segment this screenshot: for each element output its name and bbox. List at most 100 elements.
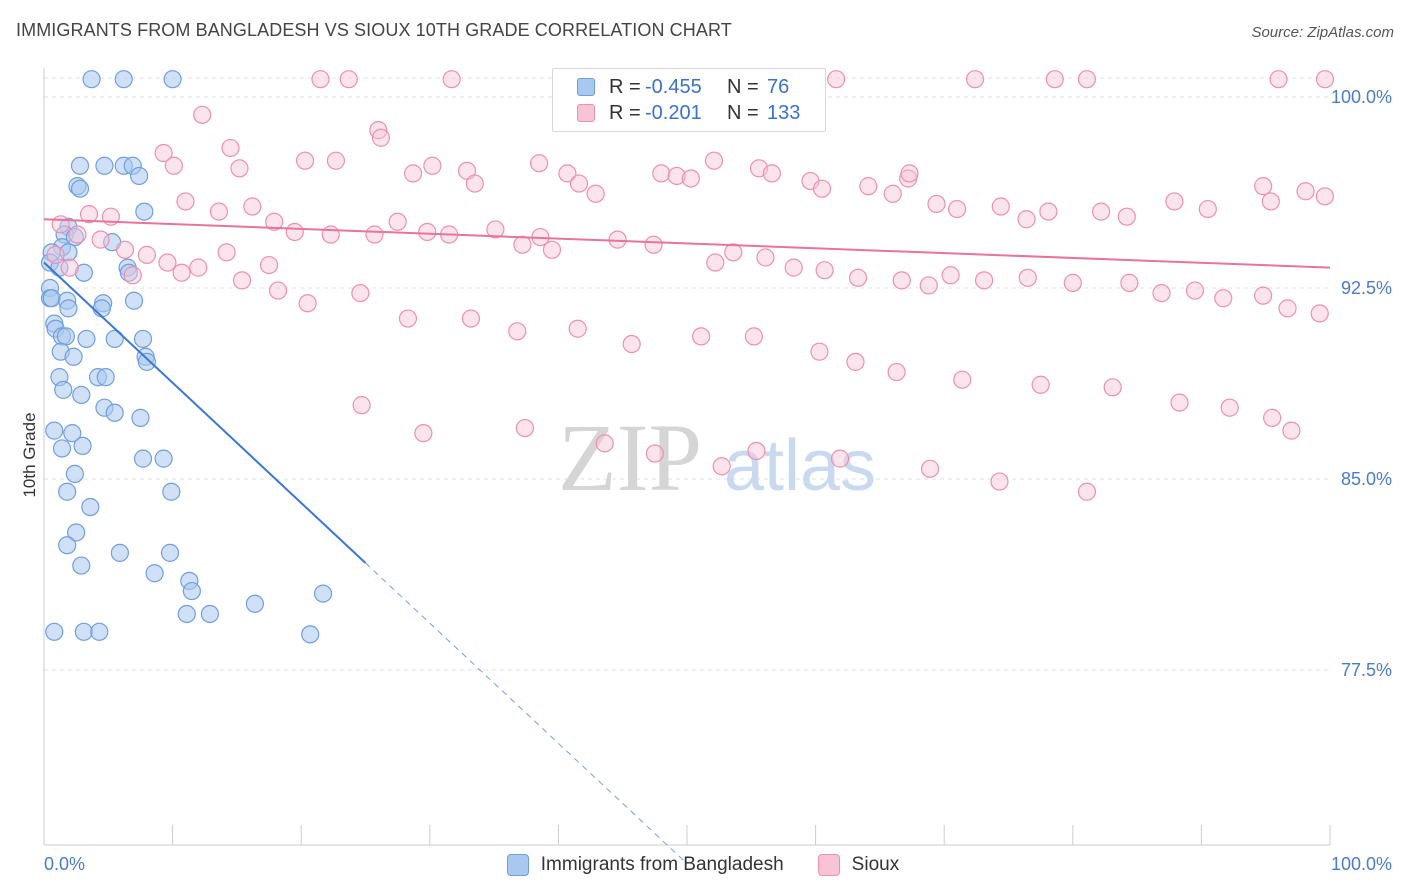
x-tick-label-min: 0.0% (44, 854, 85, 874)
sioux-point (947, 199, 967, 219)
bangladesh-point (92, 299, 111, 318)
sioux-point (285, 222, 304, 242)
correlation-legend: R = -0.455 N = 76 R = -0.201 N = 133 (552, 68, 826, 132)
sioux-point (941, 266, 960, 285)
bangladesh-point (59, 299, 78, 318)
sioux-point (1198, 199, 1217, 219)
sioux-point (365, 225, 384, 244)
sioux-point (900, 164, 919, 183)
sioux-point (990, 472, 1009, 491)
bangladesh-point (135, 202, 154, 221)
bangladesh-point (74, 622, 93, 641)
sioux-point (268, 281, 288, 300)
sioux-trend-line (43, 218, 1331, 269)
sioux-point (209, 202, 228, 221)
y-tick-label: 92.5% (1341, 278, 1392, 298)
y-tick-label: 85.0% (1341, 469, 1392, 489)
sioux-point (164, 156, 183, 175)
legend-r-label: R = (609, 75, 641, 98)
sioux-point (859, 177, 878, 196)
bangladesh-point (114, 70, 133, 89)
series-legend: Immigrants from Bangladesh Sioux (0, 852, 1406, 878)
sioux-point (724, 243, 743, 262)
sioux-point (154, 143, 173, 163)
sioux-point (217, 243, 236, 262)
sioux-point (1315, 187, 1334, 206)
watermark: ZIP atlas (558, 404, 876, 511)
legend-item-sioux[interactable]: Sioux (817, 854, 899, 876)
bangladesh-point (163, 70, 182, 89)
bangladesh-trend-line (43, 261, 367, 564)
legend-n-label: N = (727, 75, 759, 98)
sioux-point (762, 164, 781, 183)
sioux-point (221, 138, 240, 158)
bangladesh-point (137, 352, 156, 371)
sioux-point (1170, 393, 1189, 412)
sioux-point (46, 245, 65, 264)
legend-item-bangladesh[interactable]: Immigrants from Bangladesh (506, 854, 784, 876)
bangladesh-point (65, 227, 84, 247)
watermark-atlas: atlas (724, 426, 876, 506)
sioux-point (513, 235, 532, 254)
sioux-point (259, 255, 279, 275)
sioux-point (1165, 192, 1184, 211)
bangladesh-point (54, 380, 73, 399)
trend-lines (43, 218, 1331, 864)
sioux-point (1039, 202, 1058, 221)
bangladesh-point (52, 439, 72, 458)
sioux-point (486, 220, 505, 239)
bangladesh-point (313, 584, 333, 603)
sioux-point (265, 212, 284, 231)
sioux-point (927, 194, 946, 214)
sioux-point (953, 370, 972, 389)
legend-row-sioux: R = -0.201 N = 133 (577, 101, 800, 125)
bangladesh-point (81, 497, 100, 517)
sioux-point (1018, 268, 1037, 287)
axes (43, 68, 1331, 846)
bangladesh-point (154, 449, 173, 468)
bangladesh-point (131, 408, 150, 427)
sioux-point (1017, 210, 1036, 229)
sioux-point (595, 434, 614, 453)
tick-labels: 100.0% 92.5% 85.0% 77.5% 0.0% 100.0% (44, 87, 1392, 874)
y-tick-label: 77.5% (1341, 660, 1392, 680)
sioux-point (887, 362, 906, 382)
sioux-point (243, 197, 262, 216)
bangladesh-point (45, 622, 64, 641)
bangladesh-point (95, 156, 114, 175)
bangladesh-point (63, 424, 82, 443)
sioux-point (123, 266, 142, 285)
bangladesh-point (160, 543, 180, 562)
sioux-point (892, 271, 911, 290)
sioux-point (1117, 207, 1136, 226)
bangladesh-point (105, 329, 124, 349)
bangladesh-point (58, 536, 77, 555)
bangladesh-point (70, 156, 90, 175)
sioux-point (1031, 375, 1050, 394)
sioux-point (418, 222, 437, 242)
sioux-point (1220, 398, 1239, 417)
sioux-point (568, 319, 587, 338)
sioux-point (388, 212, 407, 231)
sioux-point (542, 240, 562, 259)
data-points (40, 70, 1335, 644)
sioux-point (398, 309, 418, 328)
bangladesh-point (105, 403, 124, 422)
sioux-point (1315, 70, 1335, 89)
sioux-point (530, 154, 549, 173)
bangladesh-point (73, 436, 92, 455)
sioux-point (1254, 177, 1273, 196)
legend-swatch-bangladesh (506, 854, 529, 876)
bangladesh-point (301, 625, 320, 644)
sioux-point (812, 179, 832, 198)
sioux-point (1254, 286, 1273, 305)
x-tick-label-max: 100.0% (1331, 854, 1392, 874)
sioux-point (423, 156, 442, 175)
bangladesh-point (70, 179, 90, 198)
sioux-point (681, 169, 700, 188)
sioux-point (91, 230, 110, 249)
sioux-point (706, 253, 725, 272)
sioux-point (645, 444, 664, 463)
legend-n-value: 76 (767, 75, 790, 98)
bangladesh-point (96, 368, 115, 387)
